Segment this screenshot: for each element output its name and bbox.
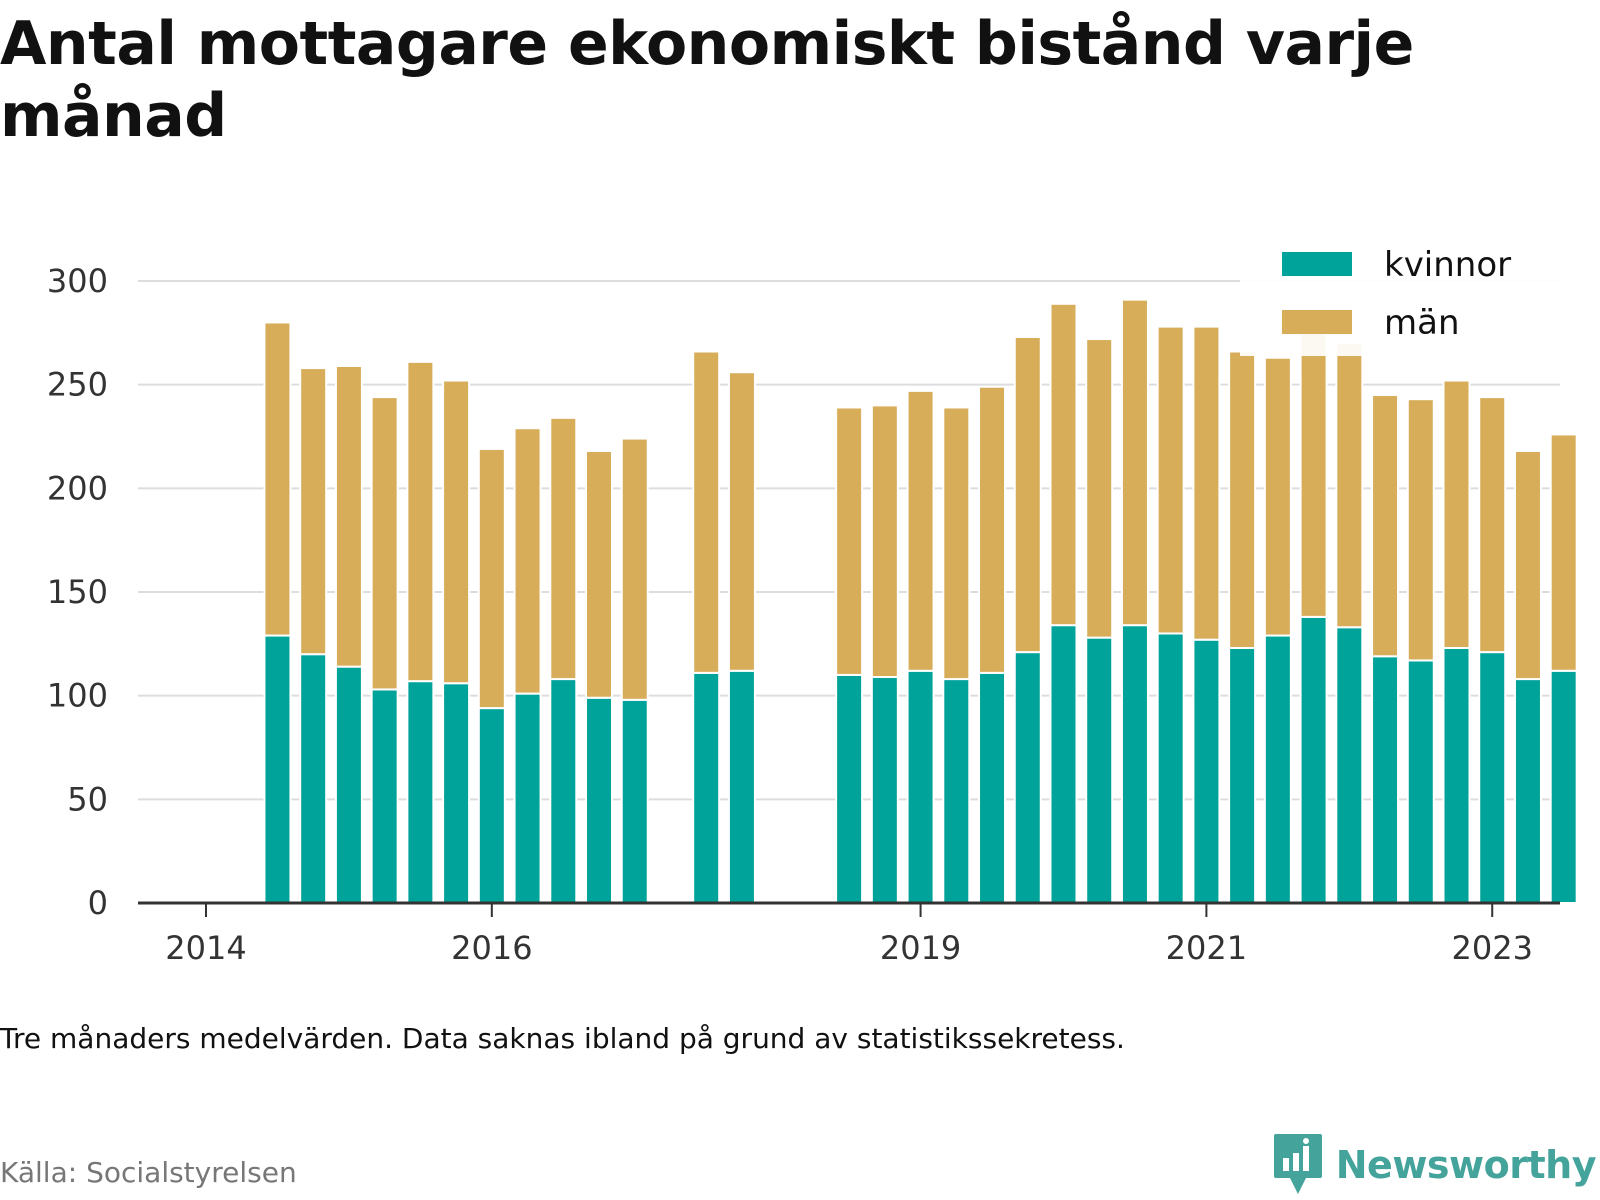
- bar-män: [1192, 325, 1221, 641]
- bar-kvinnor: [692, 671, 721, 904]
- bar-män: [692, 350, 721, 674]
- y-tick-label: 0: [88, 884, 108, 922]
- bar-kvinnor: [978, 671, 1007, 904]
- y-tick-label: 250: [47, 366, 108, 404]
- bar-kvinnor: [370, 688, 399, 904]
- x-tick-label: 2023: [1452, 929, 1533, 967]
- bar-kvinnor: [1228, 646, 1257, 904]
- bar-män: [477, 447, 506, 710]
- bar-män: [549, 416, 578, 681]
- bar-män: [406, 360, 435, 683]
- bar-kvinnor: [906, 669, 935, 905]
- bar-kvinnor: [620, 698, 649, 905]
- bar-kvinnor: [1478, 651, 1507, 904]
- legend: kvinnor män: [1240, 236, 1560, 356]
- legend-label-kvinnor: kvinnor: [1384, 245, 1511, 285]
- y-tick-label: 50: [67, 780, 108, 818]
- bar-män: [1228, 350, 1257, 649]
- bar-kvinnor: [299, 653, 328, 905]
- bar-män: [1549, 433, 1578, 672]
- bar-män: [1013, 335, 1042, 654]
- bar-män: [1335, 342, 1364, 629]
- bar-män: [585, 450, 614, 699]
- bar-kvinnor: [1263, 634, 1292, 904]
- source-credit: Källa: Socialstyrelsen: [0, 1156, 297, 1189]
- y-tick-label: 150: [47, 573, 108, 611]
- bar-kvinnor: [1120, 624, 1149, 904]
- bar-kvinnor: [1013, 651, 1042, 904]
- bar-män: [942, 406, 971, 681]
- bar-män: [370, 396, 399, 691]
- bar-kvinnor: [442, 682, 471, 905]
- bar-kvinnor: [1192, 638, 1221, 904]
- bar-män: [334, 365, 363, 668]
- bar-män: [1120, 298, 1149, 627]
- brand-name: Newsworthy: [1335, 1143, 1597, 1187]
- chart-note: Tre månaders medelvärden. Data saknas ib…: [0, 1022, 1125, 1055]
- bar-kvinnor: [513, 692, 542, 904]
- bar-män: [835, 406, 864, 676]
- bar-män: [870, 404, 899, 679]
- bar-kvinnor: [406, 680, 435, 904]
- bar-kvinnor: [727, 669, 756, 905]
- legend-swatch-män: [1282, 310, 1352, 334]
- bar-män: [1442, 379, 1471, 649]
- bar-kvinnor: [1406, 659, 1435, 904]
- bar-män: [906, 389, 935, 672]
- bar-kvinnor: [334, 665, 363, 905]
- bar-kvinnor: [477, 707, 506, 905]
- bar-män: [1478, 396, 1507, 654]
- x-tick-label: 2014: [165, 929, 246, 967]
- bar-kvinnor: [1299, 615, 1328, 904]
- bar-män: [620, 437, 649, 701]
- bar-män: [1049, 302, 1078, 627]
- stacked-bar-chart: 0 50 100 150 200 250 300 2014 2016 2019 2021 2023 k…: [46, 236, 1578, 967]
- bar-män: [1406, 398, 1435, 662]
- bar-kvinnor: [1049, 624, 1078, 904]
- bar-kvinnor: [585, 696, 614, 904]
- y-tick-label: 100: [47, 677, 108, 715]
- bar-kvinnor: [1085, 636, 1114, 904]
- bar-kvinnor: [263, 634, 292, 904]
- bar-män: [442, 379, 471, 685]
- bar-kvinnor: [942, 678, 971, 905]
- bar-män: [727, 371, 756, 672]
- bar-män: [1263, 356, 1292, 637]
- chart-title: Antal mottagare ekonomiskt bistånd varje…: [0, 9, 1414, 151]
- x-tick-label: 2016: [451, 929, 532, 967]
- bar-män: [978, 385, 1007, 674]
- legend-label-män: män: [1384, 303, 1460, 343]
- bar-kvinnor: [1371, 655, 1400, 904]
- bar-kvinnor: [870, 676, 899, 904]
- bar-män: [1371, 394, 1400, 658]
- y-tick-label: 200: [47, 469, 108, 507]
- bar-män: [1513, 450, 1542, 681]
- bar-män: [1299, 319, 1328, 618]
- brand-logo[interactable]: Newsworthy: [1272, 1130, 1597, 1200]
- bar-män: [1085, 338, 1114, 639]
- bar-kvinnor: [835, 673, 864, 905]
- newsworthy-logo-icon: [1273, 1134, 1322, 1194]
- x-tick-label: 2019: [880, 929, 961, 967]
- bar-kvinnor: [1156, 632, 1185, 904]
- bar-kvinnor: [1442, 646, 1471, 904]
- bar-kvinnor: [549, 678, 578, 905]
- bar-kvinnor: [1513, 678, 1542, 905]
- legend-swatch-kvinnor: [1282, 252, 1352, 276]
- bar-kvinnor: [1335, 626, 1364, 904]
- bar-män: [513, 427, 542, 695]
- bar-män: [263, 321, 292, 637]
- bar-män: [1156, 325, 1185, 635]
- axes: 0 50 100 150 200 250 300 2014 2016 2019 2021 2023: [47, 262, 1560, 967]
- bars: [263, 298, 1578, 905]
- bar-män: [299, 367, 328, 656]
- bar-kvinnor: [1549, 669, 1578, 905]
- y-tick-label: 300: [47, 262, 108, 300]
- x-tick-label: 2021: [1166, 929, 1247, 967]
